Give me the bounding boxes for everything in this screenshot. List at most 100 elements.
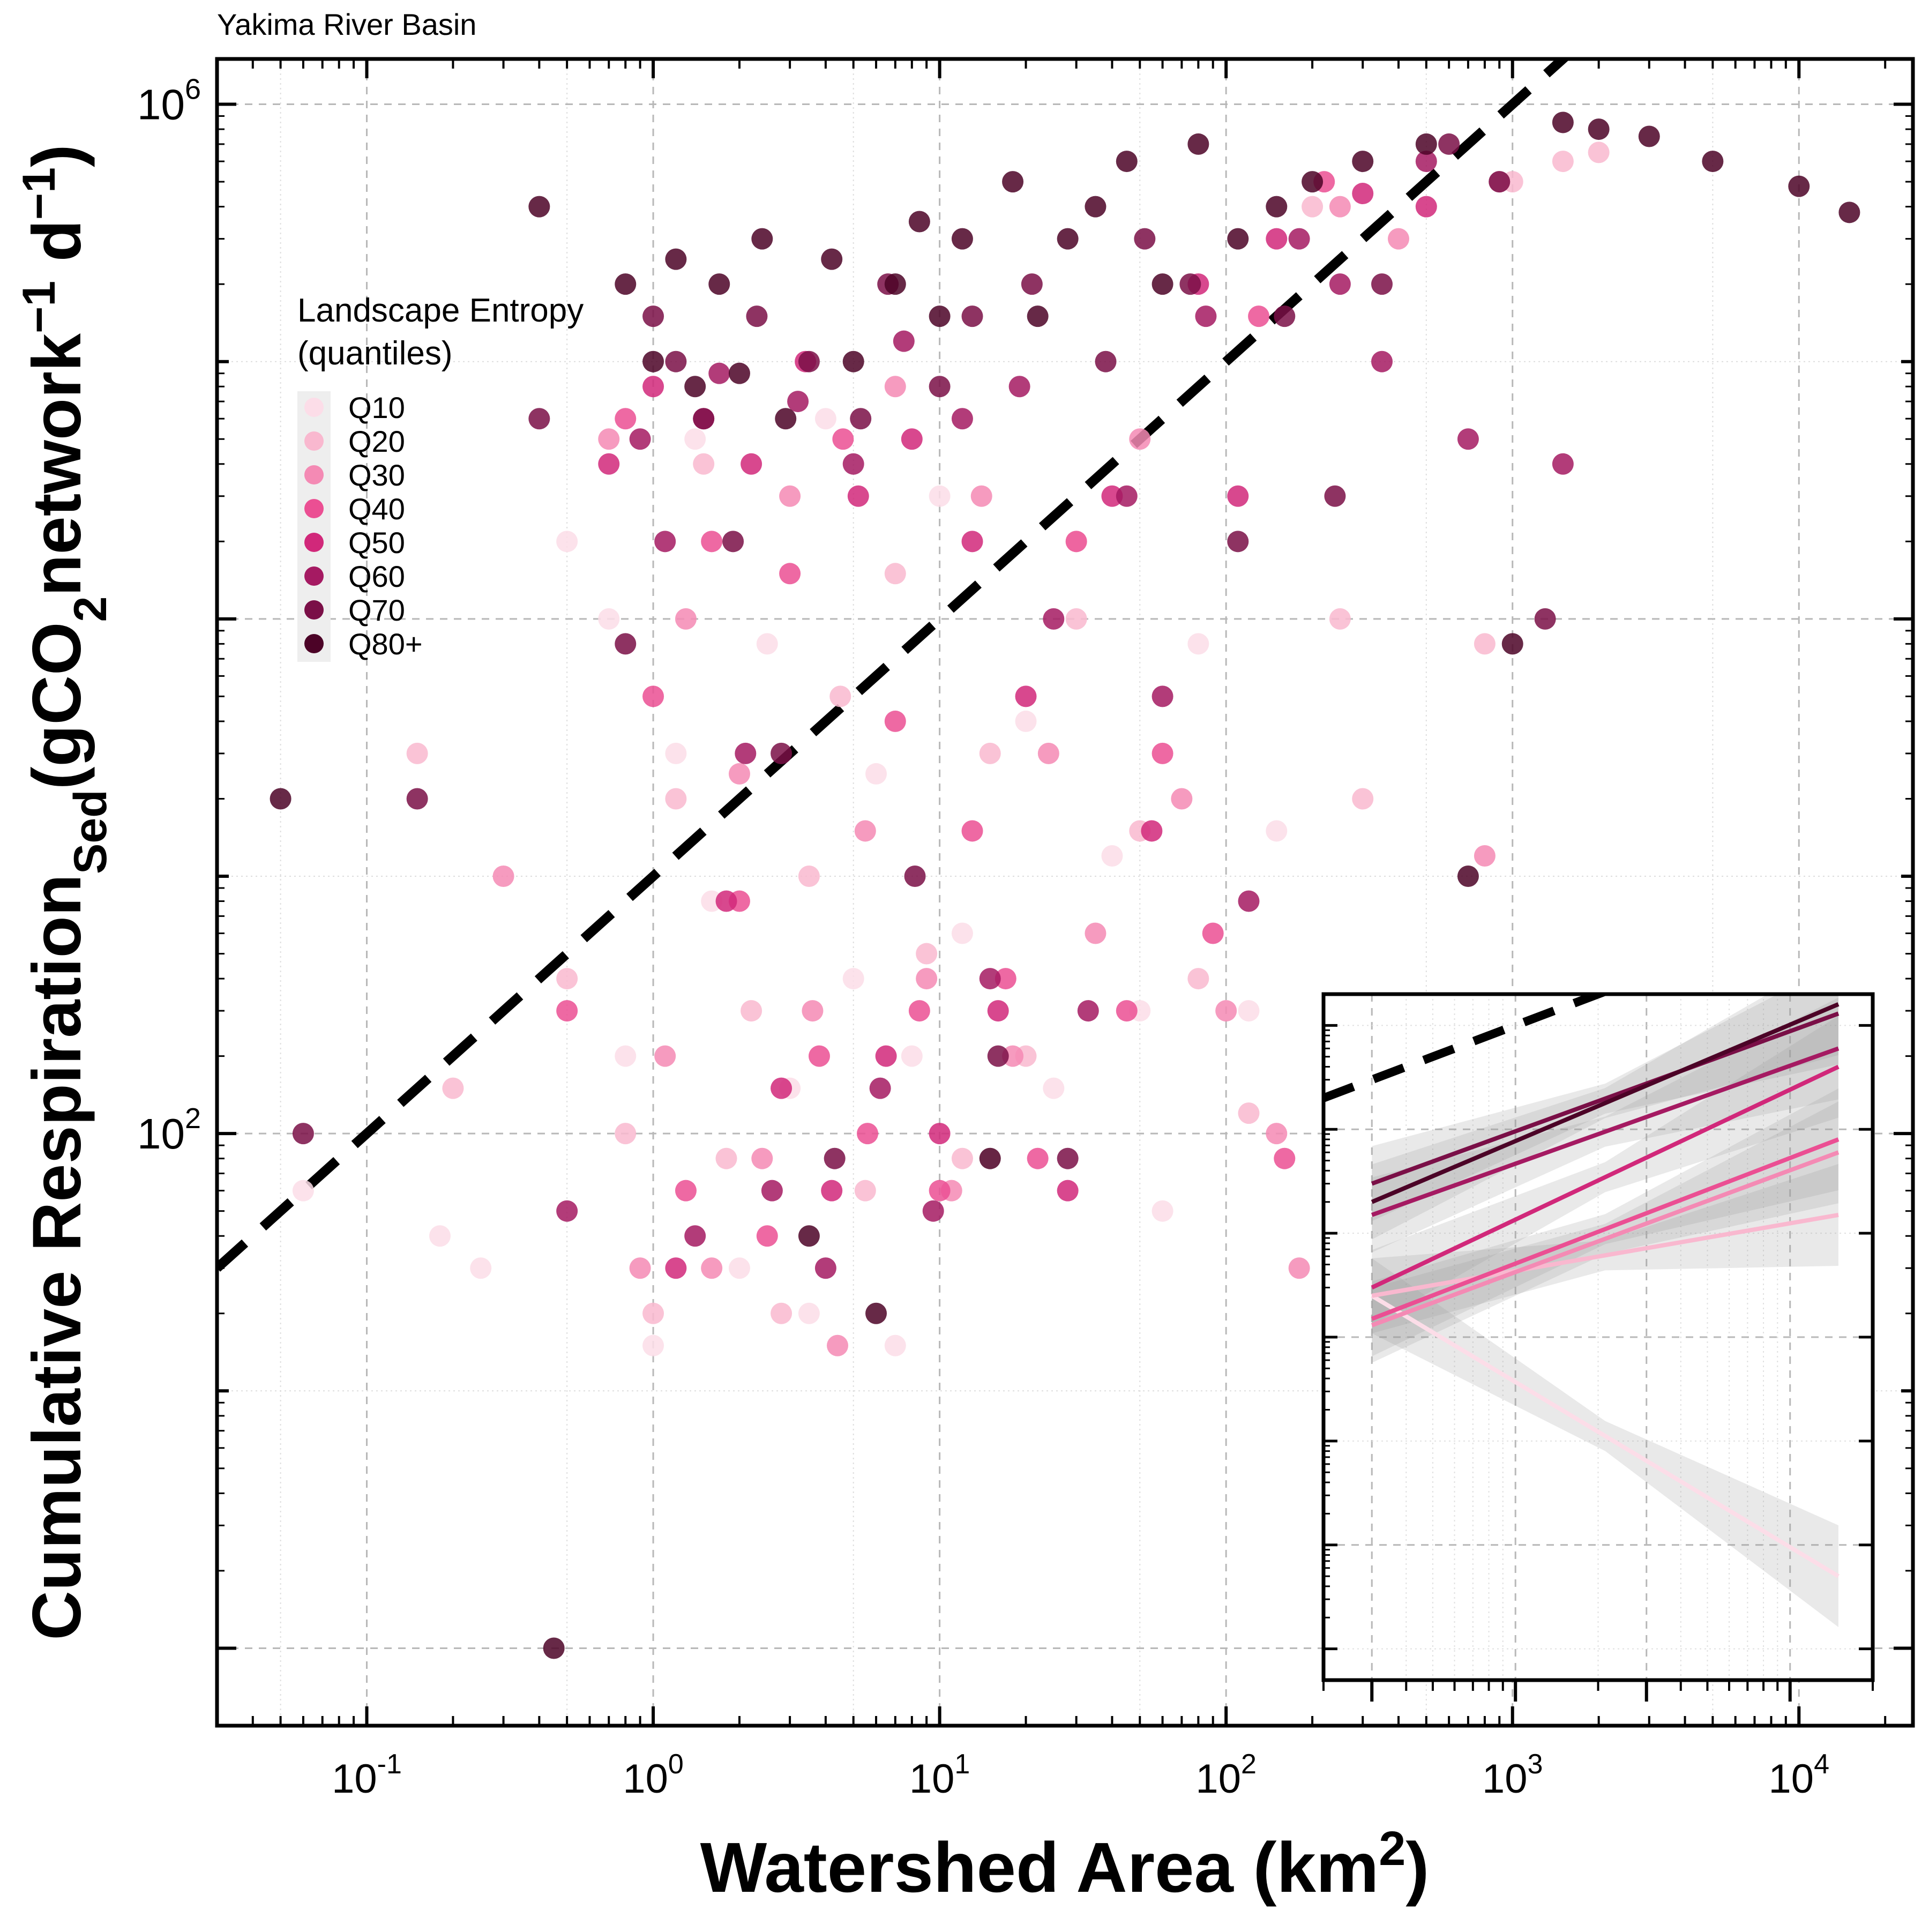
scatter-point (979, 1147, 1001, 1169)
scatter-point (884, 710, 906, 732)
scatter-point (642, 1334, 664, 1356)
scatter-point (1015, 710, 1037, 732)
scatter-point (693, 408, 715, 430)
scatter-point (598, 453, 620, 475)
scatter-point (1371, 350, 1393, 372)
legend-swatch (304, 566, 324, 586)
scatter-point (798, 350, 820, 372)
legend-label: Q20 (348, 424, 405, 458)
scatter-point (1588, 118, 1610, 140)
scatter-point (1195, 305, 1217, 327)
scatter-point (908, 211, 930, 233)
scatter-point (528, 408, 550, 430)
scatter-point (814, 1257, 836, 1279)
x-tick-label: 100 (623, 1749, 683, 1802)
x-axis-tick-labels: 10-1 100 101 102 103 104 (332, 1749, 1829, 1802)
legend-label: Q70 (348, 593, 405, 627)
scatter-point (824, 1147, 846, 1169)
scatter-point (642, 685, 664, 707)
scatter-point (869, 1077, 891, 1099)
scatter-point (808, 1045, 830, 1067)
scatter-point (756, 633, 778, 655)
scatter-point (1008, 376, 1030, 398)
scatter-point (1187, 133, 1209, 155)
inset-confidence-band (1372, 1101, 1838, 1363)
legend-swatch (304, 431, 324, 451)
scatter-point (1152, 742, 1173, 764)
scatter-point (1101, 845, 1123, 867)
reference-line (217, 59, 1571, 1272)
inset-confidence-band (1372, 994, 1838, 1221)
legend-label: Q40 (348, 492, 405, 526)
scatter-point (798, 1302, 820, 1324)
scatter-point (615, 633, 637, 655)
scatter-point (1457, 866, 1479, 887)
chart-title: Yakima River Basin (217, 8, 476, 41)
scatter-point (715, 1147, 737, 1169)
scatter-point (961, 531, 983, 553)
series-q50 (598, 183, 1437, 1279)
inset-confidence-band (1372, 1258, 1838, 1628)
x-tick-label: 101 (909, 1749, 970, 1802)
scatter-point (556, 968, 578, 990)
legend-label: Q80+ (348, 627, 423, 661)
scatter-point (798, 866, 820, 887)
scatter-point (629, 1257, 651, 1279)
scatter-point (1037, 742, 1059, 764)
scatter-point (1638, 125, 1660, 147)
scatter-point (1021, 273, 1043, 295)
scatter-point (1227, 228, 1249, 250)
scatter-point (987, 1045, 1009, 1067)
scatter-point (979, 968, 1001, 990)
scatter-point (1329, 196, 1351, 218)
scatter-point (802, 1000, 824, 1022)
scatter-point (1085, 196, 1106, 218)
scatter-point (884, 563, 906, 585)
scatter-point (642, 1302, 664, 1324)
x-axis-label: Watershed Area (km2) (700, 1822, 1430, 1907)
scatter-point (1302, 196, 1324, 218)
scatter-point (821, 1180, 843, 1202)
inset-trend-line-q20 (1371, 1213, 1839, 1298)
scatter-point (1266, 1123, 1288, 1145)
inset-confidence-band (1372, 1163, 1838, 1333)
scatter-point (1388, 228, 1410, 250)
scatter-point (615, 408, 637, 430)
x-tick-label: 104 (1769, 1749, 1829, 1802)
scatter-point (787, 391, 809, 413)
scatter-point (1371, 273, 1393, 295)
scatter-point (1015, 685, 1037, 707)
scatter-point (1415, 133, 1437, 155)
scatter-point (1065, 608, 1087, 630)
legend-swatch (304, 465, 324, 484)
scatter-point (961, 820, 983, 842)
inset-trend-line-q30 (1371, 1150, 1840, 1327)
inset-trend-line-q10 (1371, 1294, 1840, 1578)
scatter-point (1057, 1180, 1079, 1202)
scatter-point (771, 1077, 792, 1099)
scatter-point (1552, 453, 1574, 475)
inset-trend-lines (1371, 1002, 1840, 1578)
scatter-point (1501, 633, 1523, 655)
scatter-point (684, 428, 706, 450)
scatter-point (842, 453, 864, 475)
scatter-point (854, 1180, 876, 1202)
scatter-point (904, 866, 926, 887)
inset-confidence-band (1372, 1088, 1838, 1356)
scatter-point (951, 408, 973, 430)
scatter-point (929, 376, 951, 398)
legend-label: Q10 (348, 391, 405, 424)
scatter-point (1152, 273, 1173, 295)
scatter-point (798, 1225, 820, 1247)
scatter-point (615, 1045, 637, 1067)
scatter-point (292, 1123, 314, 1145)
scatter-point (1329, 273, 1351, 295)
legend-swatch (304, 533, 324, 552)
inset-trend-line-q70 (1371, 1011, 1840, 1186)
legend: Landscape Entropy (quantiles) Q10Q20Q30Q… (297, 292, 584, 662)
scatter-point (1489, 171, 1511, 193)
main-axis-ticks (216, 59, 1913, 1726)
scatter-point (1415, 196, 1437, 218)
scatter-point (970, 485, 992, 507)
scatter-point (701, 890, 723, 912)
